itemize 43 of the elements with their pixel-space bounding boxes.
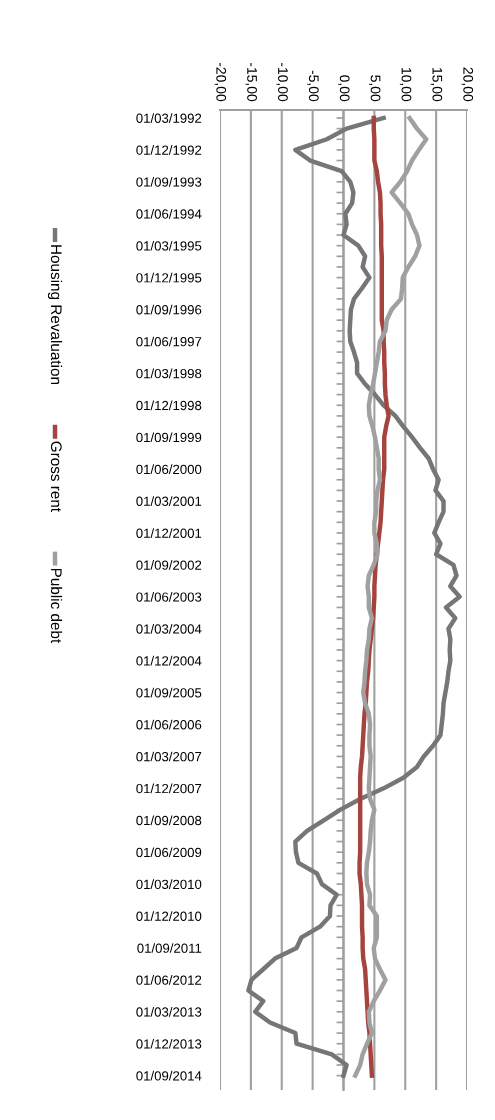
y-tick-label: 01/12/2004 bbox=[136, 655, 202, 666]
y-tick-label: 01/09/2005 bbox=[136, 687, 202, 698]
y-tick-label: 01/03/1998 bbox=[136, 368, 202, 379]
y-tick-label: 01/12/2007 bbox=[136, 783, 202, 794]
y-tick-label: 01/06/2006 bbox=[136, 719, 202, 730]
y-tick-label: 01/09/1996 bbox=[136, 304, 202, 315]
x-tick-label: 0,00 bbox=[338, 75, 350, 102]
y-tick-label: 01/09/1999 bbox=[136, 432, 202, 443]
y-tick-label: 01/09/2011 bbox=[137, 943, 202, 953]
y-tick-label: 01/12/1998 bbox=[136, 400, 202, 411]
y-tick-label: 01/12/2013 bbox=[136, 1038, 202, 1049]
y-tick-label: 01/12/1992 bbox=[136, 145, 202, 155]
legend-label: Gross rent bbox=[50, 441, 62, 512]
y-tick-label: 01/09/1993 bbox=[136, 177, 202, 187]
x-tick-label: -10,00 bbox=[276, 62, 288, 102]
y-tick-label: 01/06/2009 bbox=[136, 847, 202, 858]
y-tick-label: 01/06/2000 bbox=[136, 464, 202, 475]
y-tick-label: 01/06/2003 bbox=[136, 592, 202, 602]
y-tick-label: 01/06/2012 bbox=[136, 975, 202, 985]
y-tick-label: 01/12/2010 bbox=[136, 911, 202, 921]
y-tick-label: 01/03/1995 bbox=[136, 240, 202, 251]
legend-label: Public debt bbox=[50, 568, 63, 644]
y-tick-label: 01/09/2008 bbox=[136, 815, 202, 826]
y-tick-label: 01/06/1994 bbox=[136, 208, 202, 219]
y-tick-label: 01/12/1995 bbox=[136, 272, 202, 283]
x-tick-label: -20,00 bbox=[214, 62, 227, 102]
x-tick-label: 15,00 bbox=[430, 67, 443, 102]
y-tick-label: 01/12/2001 bbox=[136, 528, 202, 538]
x-tick-label: -15,00 bbox=[245, 62, 257, 102]
y-tick-label: 01/03/2007 bbox=[136, 751, 202, 762]
x-tick-label: 10,00 bbox=[399, 67, 412, 102]
y-tick-label: 01/03/2010 bbox=[136, 879, 202, 890]
y-tick-label: 01/06/1997 bbox=[136, 336, 202, 347]
y-tick-label: 01/03/2004 bbox=[136, 623, 202, 634]
x-tick-label: 5,00 bbox=[369, 75, 381, 102]
y-tick-label: 01/03/1992 bbox=[136, 113, 202, 123]
y-tick-label: 01/09/2014 bbox=[136, 1070, 202, 1081]
y-tick-label: 01/09/2002 bbox=[136, 560, 202, 570]
x-tick-label: 20,00 bbox=[461, 67, 474, 102]
y-tick-label: 01/03/2001 bbox=[136, 496, 202, 506]
x-tick-label: -5,00 bbox=[307, 70, 319, 102]
legend-label: Housing Revaluation bbox=[47, 245, 63, 384]
y-tick-label: 01/03/2013 bbox=[136, 1007, 202, 1017]
